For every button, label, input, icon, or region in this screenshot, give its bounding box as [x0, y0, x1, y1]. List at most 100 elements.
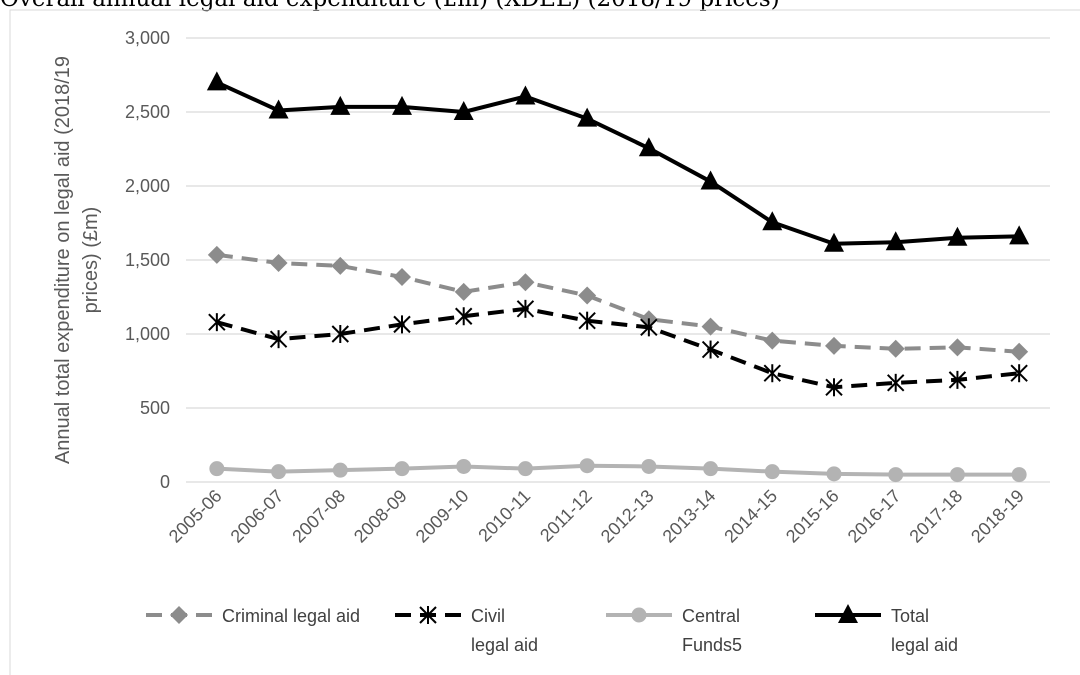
marker-diamond — [269, 253, 288, 272]
chart-title: Overall annual legal aid expenditure (£m… — [0, 0, 780, 12]
series-civil-legal-aid — [208, 299, 1028, 397]
marker-circle — [631, 607, 647, 623]
marker-diamond — [1010, 342, 1029, 361]
marker-diamond — [454, 282, 473, 301]
x-tick-label: 2013-14 — [659, 486, 720, 547]
marker-diamond — [393, 268, 411, 287]
y-tick-label: 3,000 — [125, 28, 170, 48]
gridlines — [186, 37, 1050, 483]
y-tick-label: 1,500 — [125, 250, 170, 270]
marker-asterisk — [419, 606, 437, 624]
marker-asterisk — [208, 313, 226, 332]
series-central-funds5 — [209, 458, 1027, 483]
marker-triangle — [700, 170, 721, 190]
marker-circle — [209, 461, 225, 477]
marker-diamond — [516, 273, 535, 292]
marker-triangle — [577, 107, 598, 127]
marker-diamond — [701, 317, 720, 336]
marker-circle — [703, 461, 719, 477]
x-tick-label: 2005-06 — [165, 486, 226, 547]
marker-circle — [456, 458, 472, 474]
y-tick-label: 1,000 — [125, 324, 170, 344]
marker-circle — [641, 458, 657, 474]
legend-item: Total legal aid — [815, 604, 958, 655]
marker-asterisk — [393, 315, 411, 334]
marker-triangle — [453, 101, 474, 120]
marker-asterisk — [640, 318, 658, 337]
series-criminal-legal-aid — [207, 245, 1029, 361]
legend-label: legal aid — [471, 635, 538, 655]
x-tick-label: 2016-17 — [844, 486, 905, 547]
marker-diamond — [886, 339, 905, 358]
marker-circle — [271, 464, 287, 480]
series-line — [216, 80, 1020, 246]
marker-triangle — [947, 226, 968, 246]
y-tick-label: 0 — [160, 472, 170, 492]
legend-item: Civil legal aid — [395, 606, 538, 655]
series-lines — [206, 71, 1030, 483]
legend-label: Criminal legal aid — [222, 606, 360, 626]
y-axis-title-line: Annual total expenditure on legal aid (2… — [52, 56, 74, 464]
series-total-legal-aid — [206, 71, 1030, 252]
marker-circle — [394, 461, 410, 477]
marker-triangle — [885, 231, 906, 251]
y-tick-label: 2,500 — [125, 102, 170, 122]
x-tick-label: 2017-18 — [905, 486, 966, 547]
marker-triangle — [515, 85, 536, 105]
legend-label: Funds5 — [682, 635, 742, 655]
marker-asterisk — [948, 370, 967, 389]
legend-item: Central Funds5 — [606, 606, 742, 655]
x-tick-label: 2006-07 — [227, 486, 288, 547]
marker-triangle — [1009, 225, 1030, 245]
x-tick-label: 2007-08 — [288, 486, 349, 547]
marker-triangle — [206, 71, 227, 91]
marker-triangle — [762, 211, 783, 231]
marker-asterisk — [1010, 364, 1028, 383]
marker-circle — [517, 461, 533, 477]
marker-circle — [579, 458, 595, 474]
x-tick-labels: 2005-06 2006-07 2007-08 2008-09 2009-10 2010-… — [165, 486, 1028, 547]
marker-asterisk — [269, 330, 288, 349]
x-tick-label: 2010-11 — [474, 486, 534, 546]
legend-label: Total — [891, 606, 929, 626]
x-tick-label: 2012-13 — [597, 486, 658, 547]
marker-circle — [949, 467, 965, 483]
marker-triangle — [824, 232, 844, 252]
marker-asterisk — [701, 340, 720, 359]
y-axis-title: Annual total expenditure on legal aid (2… — [52, 56, 102, 464]
x-tick-label: 2018-19 — [967, 486, 1028, 547]
legend-label: Central — [682, 606, 740, 626]
marker-circle — [826, 466, 842, 482]
legend-item: Criminal legal aid — [146, 606, 360, 626]
legend: Criminal legal aid Civil legal aid Central F… — [146, 604, 958, 655]
legend-label: legal aid — [891, 635, 958, 655]
marker-asterisk — [331, 325, 349, 343]
marker-asterisk — [455, 307, 473, 326]
marker-diamond — [825, 336, 843, 355]
marker-circle — [1011, 467, 1027, 483]
marker-triangle — [838, 604, 858, 623]
marker-diamond — [170, 606, 188, 624]
marker-diamond — [331, 256, 350, 275]
x-tick-label: 2009-10 — [412, 486, 473, 547]
marker-diamond — [763, 331, 782, 350]
series-line — [216, 463, 1020, 477]
x-tick-label: 2011-12 — [536, 486, 596, 546]
series-line — [216, 252, 1020, 354]
marker-diamond — [578, 286, 597, 305]
marker-circle — [764, 464, 780, 480]
marker-triangle — [268, 99, 289, 119]
marker-diamond — [207, 245, 226, 264]
x-tick-label: 2008-09 — [350, 486, 411, 547]
chart-frame — [9, 9, 1080, 675]
legend-label: Civil — [471, 606, 505, 626]
series-line — [216, 306, 1020, 390]
marker-triangle — [330, 95, 351, 115]
x-tick-label: 2014-15 — [720, 486, 781, 547]
marker-triangle — [638, 137, 659, 157]
marker-asterisk — [887, 373, 905, 392]
y-tick-label: 2,000 — [125, 176, 170, 196]
marker-asterisk — [825, 378, 843, 397]
y-tick-label: 500 — [140, 398, 170, 418]
